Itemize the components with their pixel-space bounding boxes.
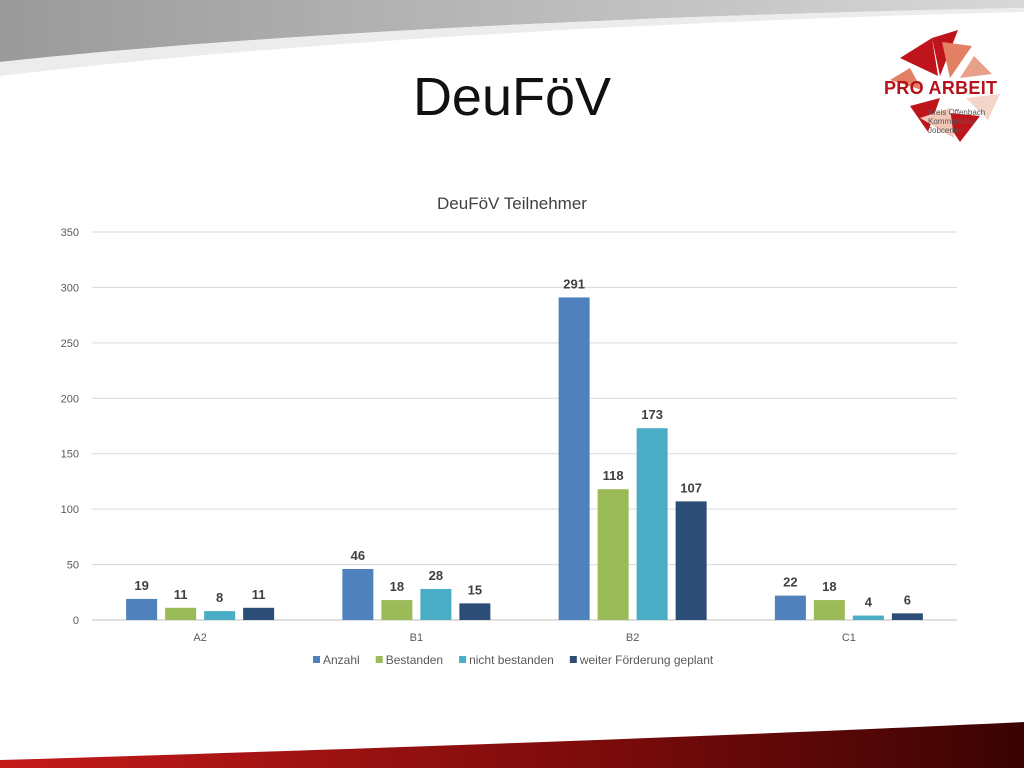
slide-title: DeuFöV: [412, 67, 612, 127]
data-label: 18: [390, 579, 404, 594]
legend-swatch: [375, 656, 383, 663]
bar-chart: DeuFöV Teilnehmer 050100150200250300350 …: [61, 194, 957, 667]
y-tick-label: 100: [61, 504, 79, 516]
legend-swatch: [313, 656, 320, 663]
bar: [597, 489, 629, 620]
y-tick-label: 50: [67, 560, 79, 572]
y-axis-ticks: 0 50 100 150 200 250 300 350: [61, 227, 79, 627]
data-label: 107: [680, 480, 702, 495]
bar: [675, 501, 707, 620]
logo-subline-2: Kommunales Jobcenter: [928, 117, 975, 135]
bar: [420, 588, 452, 620]
data-label: 11: [252, 587, 266, 602]
data-label: 4: [865, 595, 873, 610]
data-label: 28: [429, 568, 443, 583]
bar: [558, 297, 590, 620]
y-tick-label: 150: [61, 449, 79, 461]
legend-label: Anzahl: [323, 653, 360, 667]
bar: [852, 615, 884, 620]
bar: [126, 598, 158, 620]
x-tick-label: C1: [842, 632, 856, 644]
x-axis-ticks: A2 B1 B2 C1: [193, 632, 856, 644]
y-tick-label: 250: [61, 338, 79, 350]
y-tick-label: 0: [73, 615, 79, 627]
legend: Anzahl Bestanden nicht bestanden weiter För…: [313, 653, 714, 667]
legend-label: Bestanden: [386, 653, 443, 667]
legend-label: nicht bestanden: [469, 653, 554, 667]
bar: [342, 569, 374, 620]
bar: [381, 600, 413, 620]
gridlines: [92, 231, 957, 621]
chart-title: DeuFöV Teilnehmer: [437, 194, 587, 213]
bar: [459, 603, 491, 620]
data-label: 8: [216, 590, 223, 605]
bar: [204, 611, 236, 620]
pro-arbeit-logo: PRO ARBEIT Kreis Offenbach Kommunales Jo…: [880, 28, 1012, 146]
legend-swatch: [459, 656, 467, 663]
bar: [165, 607, 197, 620]
bar: [774, 595, 806, 620]
bar: [636, 428, 668, 620]
logo-name: PRO ARBEIT: [884, 78, 998, 98]
logo-subline-1: Kreis Offenbach: [928, 108, 986, 117]
data-label: 18: [822, 579, 836, 594]
bar: [891, 613, 923, 620]
legend-swatch: [569, 656, 577, 663]
bars: [126, 297, 923, 620]
data-label: 6: [904, 592, 911, 607]
bar: [243, 607, 275, 620]
x-tick-label: B1: [410, 632, 423, 644]
data-label: 118: [603, 468, 624, 483]
data-label: 22: [783, 575, 797, 590]
legend-label: weiter Förderung geplant: [579, 653, 714, 667]
bar: [813, 600, 845, 620]
y-tick-label: 350: [61, 227, 79, 239]
logo-mark-icon: [890, 30, 1000, 142]
data-label: 15: [468, 582, 482, 597]
data-label: 173: [641, 407, 663, 422]
data-label: 46: [351, 548, 365, 563]
x-tick-label: A2: [193, 632, 206, 644]
data-label: 11: [174, 587, 188, 602]
data-label: 19: [134, 578, 148, 593]
x-tick-label: B2: [626, 632, 639, 644]
y-tick-label: 200: [61, 393, 79, 405]
y-tick-label: 300: [61, 282, 79, 294]
data-label: 291: [563, 276, 585, 291]
